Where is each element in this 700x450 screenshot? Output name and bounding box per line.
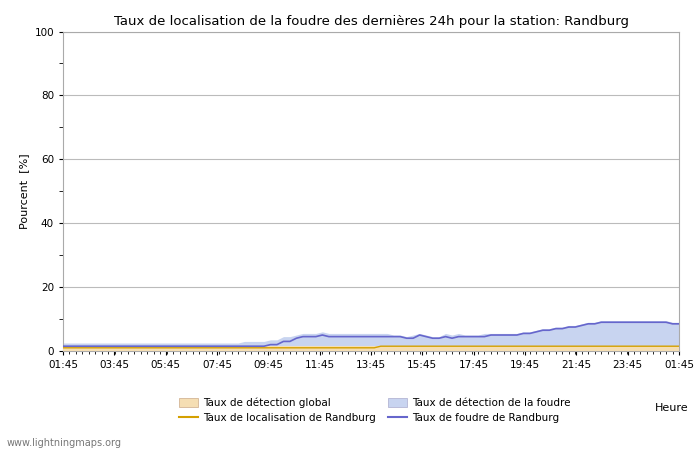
Legend: Taux de détection global, Taux de localisation de Randburg, Taux de détection de: Taux de détection global, Taux de locali… xyxy=(179,398,570,423)
Title: Taux de localisation de la foudre des dernières 24h pour la station: Randburg: Taux de localisation de la foudre des de… xyxy=(113,14,629,27)
Text: www.lightningmaps.org: www.lightningmaps.org xyxy=(7,437,122,447)
Y-axis label: Pourcent  [%]: Pourcent [%] xyxy=(19,153,29,229)
Text: Heure: Heure xyxy=(654,403,688,413)
